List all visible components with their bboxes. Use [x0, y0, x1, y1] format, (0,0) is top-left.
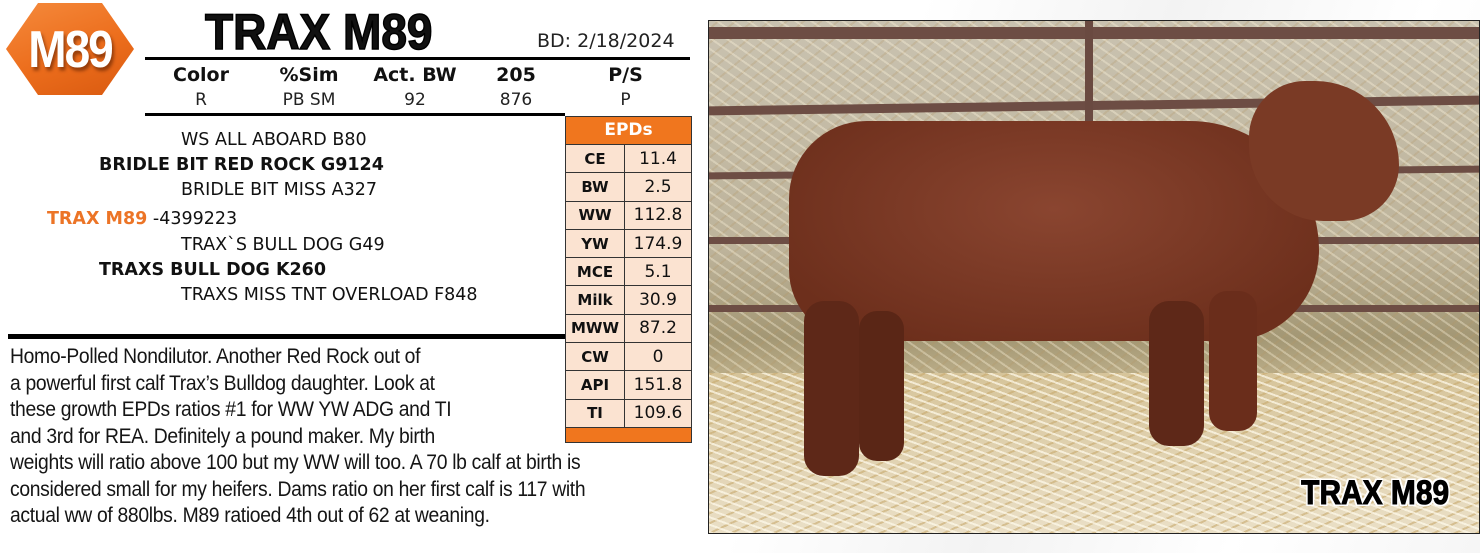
epd-trait: YW: [566, 229, 625, 258]
pedigree-subject-name: TRAX M89: [47, 209, 148, 229]
stats-value-ps: P: [620, 90, 631, 110]
description-line: considered small for my heifers. Dams ra…: [10, 477, 586, 501]
stats-header-205: 205: [496, 64, 536, 86]
pedigree-sire: BRIDLE BIT RED ROCK G9124: [99, 155, 384, 175]
epd-row: WW 112.8: [566, 201, 691, 230]
epd-trait: WW: [566, 201, 625, 229]
epd-trait: MCE: [566, 258, 625, 286]
epd-title: EPDs: [566, 117, 691, 145]
epd-table: EPDs CE 11.4 BW 2.5 WW 112.8 YW 174.9 MCE 5.1…: [565, 116, 692, 443]
epd-value: 0: [652, 346, 664, 367]
photo-label: TRAX M89: [1301, 474, 1450, 513]
epd-trait: TI: [566, 399, 625, 427]
stats-value-color: R: [195, 90, 207, 110]
divider: [145, 113, 565, 116]
pedigree-sire-dam: BRIDLE BIT MISS A327: [181, 180, 378, 200]
epd-trait: CE: [566, 145, 625, 173]
stats-value-row: R PB SM 92 876 P: [145, 88, 690, 112]
stats-value-actbw: 92: [404, 90, 426, 110]
description-line: weights will ratio above 100 but my WW w…: [10, 451, 581, 474]
animal-title: TRAX M89: [204, 3, 433, 61]
epd-footer-bar: [566, 427, 691, 442]
epd-value: 112.8: [633, 205, 683, 226]
fence-post: [1085, 21, 1093, 131]
stats-header-ps: P/S: [608, 64, 643, 86]
bull-leg: [1149, 301, 1204, 446]
description-line: Homo-Polled Nondilutor. Another Red Rock…: [10, 345, 421, 368]
description-line: and 3rd for REA. Definitely a pound make…: [10, 424, 435, 448]
lot-badge: M89: [6, 3, 134, 95]
stats-value-sim: PB SM: [282, 90, 336, 110]
stats-header-color: Color: [173, 64, 229, 86]
epd-row: API 151.8: [566, 371, 691, 400]
epd-row: TI 109.6: [566, 399, 691, 428]
pedigree-dam: TRAXS BULL DOG K260: [99, 260, 327, 280]
stats-header-row: Color %Sim Act. BW 205 P/S: [145, 62, 690, 88]
epd-value: 87.2: [639, 318, 677, 339]
epd-row: MWW 87.2: [566, 314, 691, 344]
pedigree-sire-sire: WS ALL ABOARD B80: [181, 130, 367, 150]
fence-rail: [709, 27, 1479, 39]
divider: [145, 57, 690, 60]
description-line: actual ww of 880lbs. M89 ratioed 4th out…: [10, 504, 490, 527]
pedigree-dam-dam: TRAXS MISS TNT OVERLOAD F848: [181, 285, 478, 305]
bull-photo: TRAX M89: [708, 20, 1480, 534]
epd-row: MCE 5.1: [566, 258, 691, 287]
epd-value: 5.1: [644, 261, 672, 282]
epd-row: YW 174.9: [566, 229, 691, 259]
pedigree-subject-reg: -4399223: [152, 209, 238, 229]
pedigree-dam-sire: TRAX`S BULL DOG G49: [181, 235, 385, 255]
epd-trait: BW: [566, 173, 625, 201]
bull-leg: [859, 311, 904, 461]
epd-row: CE 11.4: [566, 145, 691, 174]
bull-leg: [804, 301, 859, 476]
stats-table: Color %Sim Act. BW 205 P/S R PB SM 92 87…: [145, 62, 690, 112]
description-line: these growth EPDs ratios #1 for WW YW AD…: [10, 398, 452, 421]
epd-value: 2.5: [644, 176, 672, 197]
bull-leg: [1209, 291, 1257, 431]
epd-row: CW 0: [566, 343, 691, 372]
divider: [8, 334, 566, 339]
stats-header-actbw: Act. BW: [373, 64, 457, 86]
stats-value-205: 876: [499, 90, 533, 110]
epd-row: BW 2.5: [566, 173, 691, 202]
birth-date: BD: 2/18/2024: [537, 30, 675, 52]
epd-trait: CW: [566, 343, 625, 371]
epd-value: 109.6: [633, 403, 683, 424]
epd-trait: API: [566, 371, 625, 399]
epd-value: 11.4: [639, 148, 677, 169]
description-line: a powerful first calf Trax’s Bulldog dau…: [10, 371, 435, 395]
epd-value: 30.9: [639, 290, 677, 311]
epd-value: 174.9: [633, 233, 683, 254]
bull-head: [1249, 81, 1399, 221]
lot-badge-label: M89: [28, 19, 113, 79]
stats-header-sim: %Sim: [279, 64, 339, 86]
epd-value: 151.8: [633, 375, 683, 396]
description: Homo-Polled Nondilutor. Another Red Rock…: [10, 344, 746, 530]
epd-trait: Milk: [566, 286, 625, 314]
epd-trait: MWW: [566, 314, 625, 343]
epd-row: Milk 30.9: [566, 286, 691, 315]
pedigree-subject: TRAX M89 -4399223: [47, 206, 237, 232]
